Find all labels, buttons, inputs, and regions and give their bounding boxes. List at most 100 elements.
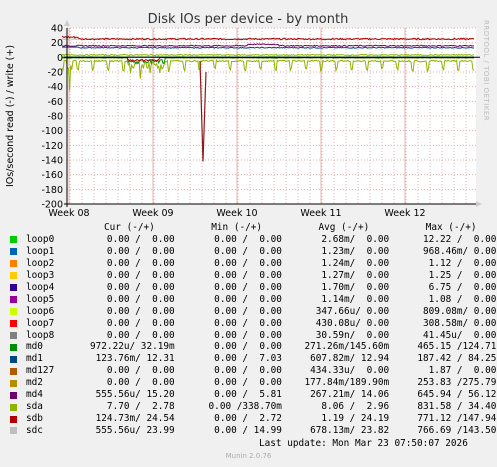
y-tick-label: -180 <box>41 185 63 196</box>
legend-values: 555.56u/ 23.99 0.00 / 14.99 678.13m/ 23.… <box>90 425 497 436</box>
legend-swatch <box>10 367 17 375</box>
legend-header: Cur (-/+) Min (-/+) Avg (-/+) Max (-/+) <box>104 222 477 233</box>
legend-series-name: loop4 <box>26 281 55 293</box>
legend-values: 0.00 / 0.00 0.00 / 0.00 347.66u/ 0.00 80… <box>90 305 497 317</box>
legend-values: 0.00 / 0.00 0.00 / 0.00 434.33u/ 0.00 1.… <box>90 365 497 377</box>
chart-title: Disk IOs per device - by month <box>148 12 349 27</box>
munin-version: Munin 2.0.76 <box>225 452 272 460</box>
legend-values: 0.00 / 0.00 0.00 / 0.00 430.08u/ 0.00 30… <box>90 317 497 329</box>
series-sda-read <box>61 59 475 91</box>
legend-row: loop5 0.00 / 0.00 0.00 / 0.00 1.14m/ 0.0… <box>10 294 496 306</box>
legend-values: 0.00 / 0.00 0.00 / 0.00 1.24m/ 0.00 1.12… <box>90 257 497 269</box>
legend-values: 123.76m/ 12.31 0.00 / 7.03 607.82m/ 12.9… <box>90 353 497 365</box>
legend-row: loop6 0.00 / 0.00 0.00 / 0.00 347.66u/ 0… <box>10 306 496 318</box>
legend-row: md127 0.00 / 0.00 0.00 / 0.00 434.33u/ 0… <box>10 365 496 377</box>
legend-series-name: loop1 <box>26 245 55 257</box>
legend-row: loop3 0.00 / 0.00 0.00 / 0.00 1.27m/ 0.0… <box>10 270 496 282</box>
legend-swatch <box>10 260 17 268</box>
y-tick-label: -40 <box>47 82 63 93</box>
y-tick-label: 0 <box>57 53 63 64</box>
x-tick-label: Week 09 <box>132 208 173 219</box>
y-tick-label: -200 <box>41 200 63 211</box>
legend-row: md4 555.56u/ 15.20 0.00 / 5.81 267.21m/ … <box>10 389 496 401</box>
y-tick-label: -60 <box>47 97 63 108</box>
legend-swatch <box>10 284 17 292</box>
legend-swatch <box>10 403 17 411</box>
legend-values: 0.00 / 0.00 0.00 / 0.00 1.27m/ 0.00 1.25… <box>90 269 497 281</box>
y-tick-label: 40 <box>51 24 63 35</box>
y-tick-label: -140 <box>41 156 63 167</box>
legend-swatch <box>10 355 17 363</box>
x-tick-label: Week 08 <box>48 208 89 219</box>
legend-values: 124.73m/ 24.54 0.00 / 2.72 1.19 / 24.19 … <box>90 413 497 425</box>
series-md1 <box>62 46 475 49</box>
series-sdb <box>61 35 475 41</box>
legend-values: 0.00 / 0.00 0.00 / 0.00 2.68m/ 0.00 12.2… <box>90 234 497 245</box>
legend-row: md1 123.76m/ 12.31 0.00 / 7.03 607.82m/ … <box>10 353 496 365</box>
legend-swatch <box>10 415 17 423</box>
series-sda-write <box>61 53 475 57</box>
legend-row: loop7 0.00 / 0.00 0.00 / 0.00 430.08u/ 0… <box>10 318 496 330</box>
rrdtool-credit: RRDTOOL / TOBI OETIKER <box>482 20 490 121</box>
x-tick-label: Week 12 <box>384 208 425 219</box>
legend-swatch <box>10 320 17 328</box>
y-tick-label: -80 <box>47 112 63 123</box>
y-tick-label: 20 <box>51 38 63 49</box>
legend-swatch <box>10 236 17 244</box>
legend-series-name: loop6 <box>26 305 55 317</box>
x-tick-label: Week 10 <box>216 208 257 219</box>
series-md4 <box>61 43 474 47</box>
legend-values: 7.70 / 2.78 0.00 /338.70m 8.06 / 2.96 83… <box>90 401 497 413</box>
legend-series-name: md4 <box>26 389 43 401</box>
legend-row: sdb 124.73m/ 24.54 0.00 / 2.72 1.19 / 24… <box>10 413 496 425</box>
legend-swatch <box>10 427 17 435</box>
last-update: Last update: Mon Mar 23 07:50:07 2026 <box>259 438 468 449</box>
legend-series-name: loop7 <box>26 317 55 329</box>
legend-series-name: loop5 <box>26 293 55 305</box>
legend-series-name: sda <box>26 401 43 413</box>
legend-row: sdc 555.56u/ 23.99 0.00 / 14.99 678.13m/… <box>10 425 496 437</box>
legend-row: md0 972.22u/ 32.19m 0.00 / 0.00 271.26m/1… <box>10 341 496 353</box>
legend-row: loop2 0.00 / 0.00 0.00 / 0.00 1.24m/ 0.0… <box>10 258 496 270</box>
disk-io-chart: Disk IOs per device - by month 40 20 0 -20 -… <box>5 12 490 219</box>
legend-swatch <box>10 391 17 399</box>
legend-swatch <box>10 331 17 339</box>
legend-series-name: loop2 <box>26 257 55 269</box>
legend-values: 0.00 / 0.00 0.00 / 0.00 1.23m/ 0.00 968.… <box>90 245 497 257</box>
legend-row: loop4 0.00 / 0.00 0.00 / 0.00 1.70m/ 0.0… <box>10 282 496 294</box>
legend-swatch <box>10 308 17 316</box>
legend-series-name: md0 <box>26 341 43 353</box>
legend-series-name: loop3 <box>26 269 55 281</box>
legend-values: 555.56u/ 15.20 0.00 / 5.81 267.21m/ 14.0… <box>90 389 497 401</box>
y-axis-arrow-icon <box>64 20 70 26</box>
legend-row: loop0 0.00 / 0.00 0.00 / 0.00 2.68m/ 0.0… <box>10 234 496 246</box>
legend-series-name: sdc <box>26 425 43 436</box>
legend-swatch <box>10 296 17 304</box>
y-tick-label: -100 <box>41 126 63 137</box>
y-axis-label: IOs/second read (-) / write (+) <box>5 45 16 187</box>
legend-values: 972.22u/ 32.19m 0.00 / 0.00 271.26m/145.… <box>90 341 497 353</box>
y-axis-ticks: 40 20 0 -20 -40 -60 -80 -100 -120 -140 -160 -180 -20… <box>41 24 63 211</box>
x-tick-label: Week 11 <box>300 208 341 219</box>
legend-row: loop8 0.00 / 0.00 0.00 / 0.00 30.59n/ 0.… <box>10 330 496 342</box>
legend-swatch <box>10 272 17 280</box>
legend-series-name: loop0 <box>26 234 55 245</box>
legend-series-name: md127 <box>26 365 55 377</box>
legend-values: 0.00 / 0.00 0.00 / 0.00 30.59n/ 0.00 41.… <box>90 329 497 341</box>
legend-row: loop1 0.00 / 0.00 0.00 / 0.00 1.23m/ 0.0… <box>10 246 496 258</box>
legend-row: sda 7.70 / 2.78 0.00 /338.70m 8.06 / 2.9… <box>10 401 496 413</box>
y-tick-label: -120 <box>41 141 63 152</box>
x-axis-arrow-icon <box>476 201 482 207</box>
y-tick-label: -20 <box>47 68 63 79</box>
legend-row: md2 0.00 / 0.00 0.00 / 0.00 177.84m/189.… <box>10 377 496 389</box>
legend-values: 0.00 / 0.00 0.00 / 0.00 177.84m/189.90m … <box>90 377 497 389</box>
y-tick-label: -160 <box>41 170 63 181</box>
legend-swatch <box>10 343 17 351</box>
legend-swatch <box>10 379 17 387</box>
legend-series-name: sdb <box>26 413 43 425</box>
legend-swatch <box>10 248 17 256</box>
legend-series-name: loop8 <box>26 329 55 341</box>
legend-values: 0.00 / 0.00 0.00 / 0.00 1.14m/ 0.00 1.08… <box>90 293 497 305</box>
sdb-read-spike <box>199 60 207 162</box>
legend-series-name: md1 <box>26 353 43 365</box>
